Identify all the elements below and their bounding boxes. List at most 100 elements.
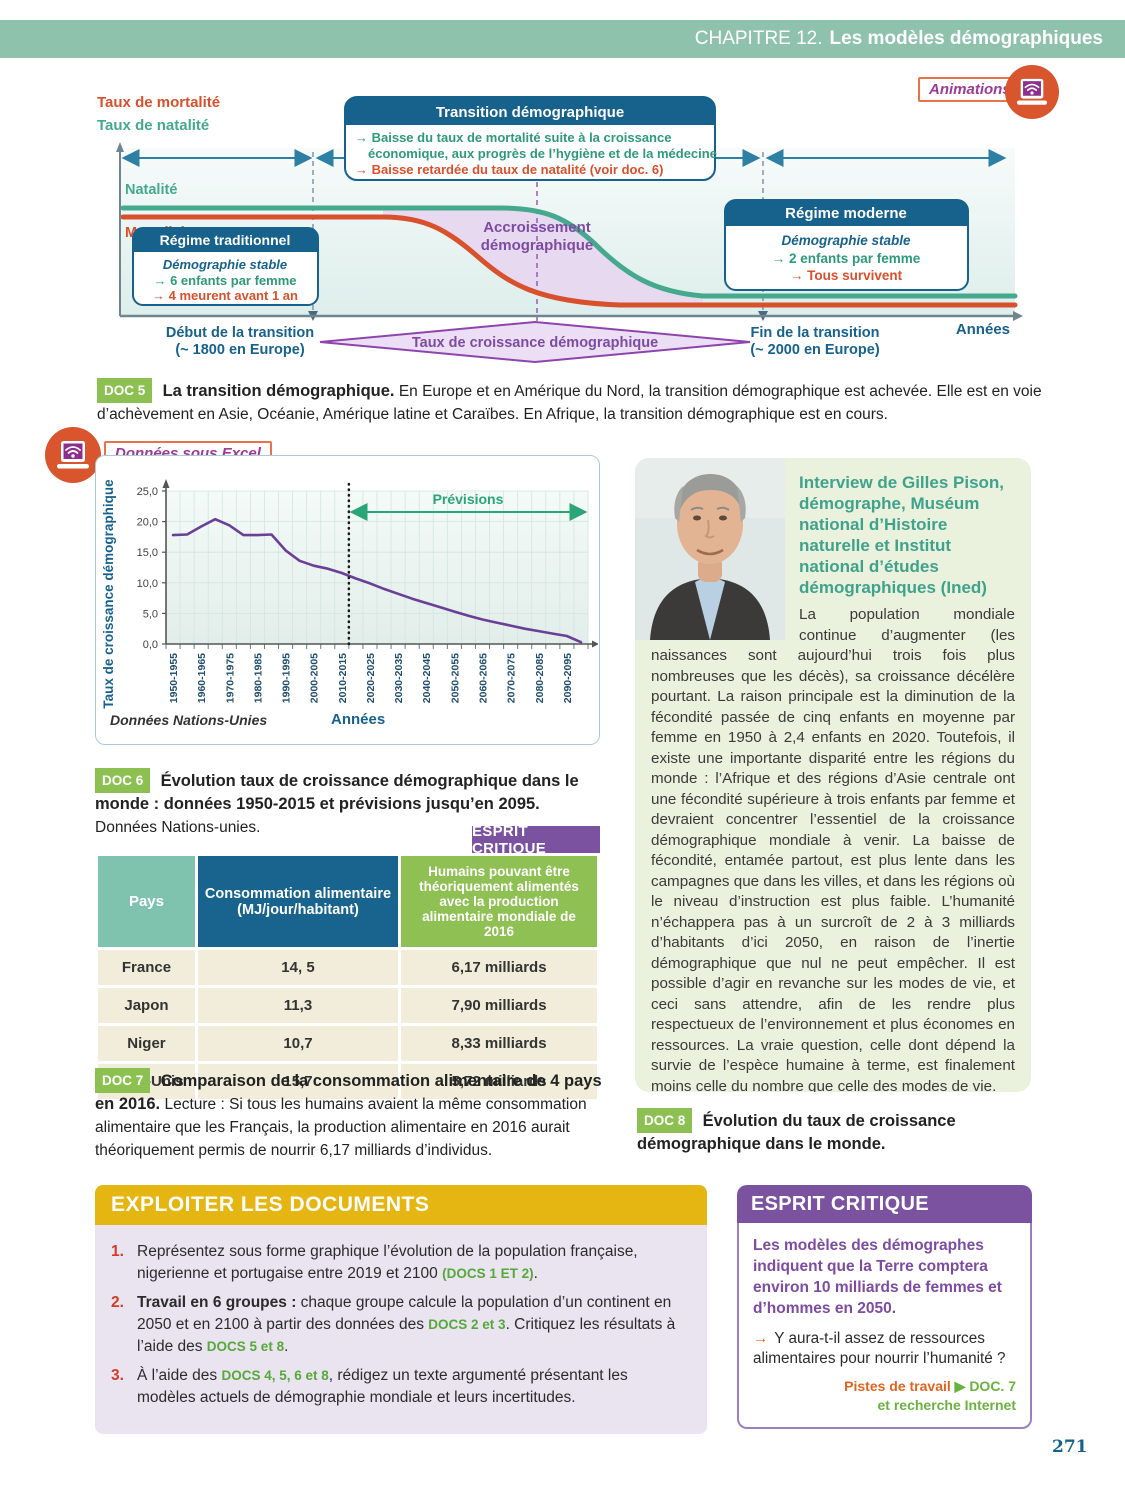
esprit-statement: Les modèles des démographes indiquent qu…	[753, 1237, 1002, 1317]
svg-text:2040-2045: 2040-2045	[421, 653, 433, 703]
doc-reference: DOCS 2 et 3	[428, 1317, 506, 1332]
svg-text:1960-1965: 1960-1965	[196, 653, 208, 703]
page-number: 271	[1052, 1437, 1088, 1457]
doc8-badge: DOC 8	[637, 1107, 693, 1133]
traditional-line1: → 6 enfants par femme	[153, 273, 296, 288]
chapter-header: CHAPITRE 12. Les modèles démographiques	[0, 20, 1125, 58]
svg-text:2000-2005: 2000-2005	[309, 653, 321, 703]
interview-title: Interview de Gilles Pison, démographe, M…	[799, 473, 1005, 597]
exercise-item-3: 3. À l’aide des DOCS 4, 5, 6 et 8, rédig…	[111, 1365, 687, 1409]
doc5-caption-text: En Europe et en Amérique du Nord, la tra…	[97, 382, 1042, 423]
cell-humans: 6,17 milliards	[401, 950, 597, 985]
table-header-consumption: Consommation alimentaire (MJ/jour/habita…	[197, 856, 399, 947]
chart-x-axis-label: Années	[331, 711, 386, 728]
transition-end-line2: (~ 2000 en Europe)	[750, 342, 880, 358]
traditional-sub: Démographie stable	[163, 257, 287, 272]
doc6-caption-text: Données Nations-unies.	[95, 818, 261, 836]
cell-consumption: 14, 5	[197, 950, 399, 985]
x-axis-years-label: Années	[956, 321, 1010, 338]
excel-laptop-icon[interactable]	[45, 427, 101, 483]
svg-text:1990-1995: 1990-1995	[281, 653, 293, 703]
cell-consumption: 11,3	[197, 988, 399, 1023]
pistes-doc-reference: ▶ DOC. 7	[954, 1378, 1016, 1394]
doc7-caption-bold: Comparaison de la consommation alimentai…	[95, 1071, 602, 1113]
exercise-text: .	[284, 1338, 289, 1355]
exercise-text: Représentez sous forme graphique l’évolu…	[137, 1243, 638, 1282]
exercise-number: 2.	[111, 1294, 124, 1311]
exploiter-documents-box: EXPLOITER LES DOCUMENTS 1. Représentez s…	[95, 1185, 707, 1434]
cell-country: Niger	[98, 1026, 195, 1061]
svg-text:2030-2035: 2030-2035	[393, 653, 405, 703]
growth-rate-diamond	[319, 320, 751, 364]
esprit-critique-box: ESPRIT CRITIQUE Les modèles des démograp…	[737, 1185, 1032, 1429]
exercise-text: .	[533, 1265, 538, 1282]
modern-regime-box: Régime moderne Démographie stable → 2 en…	[724, 199, 969, 291]
transition-line3: → Baisse retardée du taux de natalité (v…	[355, 162, 663, 177]
exercise-item-2: 2. Travail en 6 groupes : chaque groupe …	[111, 1292, 687, 1358]
exercise-text: chaque groupe calcule la population d’un…	[137, 1294, 672, 1333]
cell-humans: 5,72 milliards	[401, 1064, 597, 1099]
table-header-country: Pays	[98, 856, 195, 947]
growth-rate-diamond-label: Taux de croissance démographique	[412, 335, 658, 351]
animations-button[interactable]: Animations	[918, 77, 1022, 102]
doc6-badge: DOC 6	[95, 767, 151, 793]
svg-text:1980-1985: 1980-1985	[252, 653, 264, 703]
esprit-critique-title: ESPRIT CRITIQUE	[737, 1185, 1032, 1223]
animations-laptop-icon[interactable]	[1005, 65, 1059, 119]
traditional-line2: → 4 meurent avant 1 an	[152, 288, 298, 303]
exercise-number: 1.	[111, 1243, 124, 1260]
cell-consumption: 15,7	[197, 1064, 399, 1099]
transition-start-line1: Début de la transition	[166, 325, 314, 341]
exercise-bold-text: Travail en 6 groupes :	[137, 1294, 297, 1311]
cell-humans: 8,33 milliards	[401, 1026, 597, 1061]
natality-curve	[120, 205, 1018, 299]
growth-label-line1: Accroissement	[483, 219, 591, 236]
demographic-transition-diagram: Taux de mortalité Taux de natalité Natal…	[85, 90, 1030, 370]
chapter-title: Les modèles démographiques	[829, 28, 1103, 49]
chart-data-line	[171, 517, 583, 644]
doc7-caption-text: Lecture : Si tous les humains avaient la…	[95, 1095, 587, 1159]
transition-title: Transition démographique	[436, 104, 624, 121]
prevision-label: Prévisions	[433, 491, 504, 507]
modern-sub: Démographie stable	[781, 233, 911, 248]
y-label-mortality: Taux de mortalité	[97, 94, 220, 111]
svg-text:20,0: 20,0	[137, 517, 158, 529]
doc5-caption-bold: La transition démographique.	[162, 381, 395, 400]
svg-text:10,0: 10,0	[137, 578, 158, 590]
doc-reference: (DOCS 1 ET 2)	[442, 1266, 534, 1281]
interview-box: Interview de Gilles Pison, démographe, M…	[635, 458, 1031, 1092]
traditional-title: Régime traditionnel	[160, 232, 291, 248]
svg-text:0,0: 0,0	[143, 639, 158, 651]
transition-end-line1: Fin de la transition	[751, 325, 880, 341]
doc8-caption-bold: Évolution du taux de croissance démograp…	[637, 1111, 956, 1153]
table-row: Niger 10,7 8,33 milliards	[98, 1026, 597, 1061]
arrow-icon: →	[753, 1330, 769, 1347]
cell-humans: 7,90 milliards	[401, 988, 597, 1023]
modern-title: Régime moderne	[785, 205, 907, 222]
svg-text:1950-1955: 1950-1955	[168, 653, 180, 703]
doc6-caption: DOC 6 Évolution taux de croissance démog…	[95, 767, 600, 839]
modern-line1: → 2 enfants par femme	[772, 251, 921, 266]
svg-text:1970-1975: 1970-1975	[224, 653, 236, 703]
portrait-illustration	[635, 458, 785, 640]
svg-text:15,0: 15,0	[137, 547, 158, 559]
mortality-curve	[120, 214, 1018, 308]
esprit-critique-badge: ESPRIT CRITIQUE	[472, 823, 600, 857]
cell-country: France	[98, 950, 195, 985]
svg-text:25,0: 25,0	[137, 486, 158, 498]
y-label-natality: Taux de natalité	[97, 117, 209, 134]
pistes-internet-reference: et recherche Internet	[877, 1397, 1017, 1413]
svg-text:5,0: 5,0	[143, 608, 158, 620]
exercise-text: . Critiquez les résultats à l’aide des	[137, 1316, 676, 1355]
chart-y-axis-label: Taux de croissance démographique	[101, 479, 116, 709]
chart-source: Données Nations-Unies	[110, 712, 268, 728]
doc5-caption: DOC 5 La transition démographique. En Eu…	[97, 377, 1107, 426]
transition-start-line2: (~ 1800 en Europe)	[175, 342, 305, 358]
transition-box: Transition démographique → Baisse du tau…	[344, 96, 717, 181]
doc-reference: DOCS 4, 5, 6 et 8	[221, 1368, 329, 1383]
esprit-question-text: Y aura-t-il assez de ressources alimenta…	[753, 1330, 1006, 1367]
laptop-icon	[1016, 78, 1048, 105]
pistes-label: Pistes de travail	[844, 1378, 951, 1394]
esprit-question: → Y aura-t-il assez de ressources aliment…	[753, 1329, 1016, 1369]
chart-axis-ticks: 0,0 5,0 10,0 15,0 20,0 25,0 1950-1955 1960-1965…	[137, 486, 589, 703]
